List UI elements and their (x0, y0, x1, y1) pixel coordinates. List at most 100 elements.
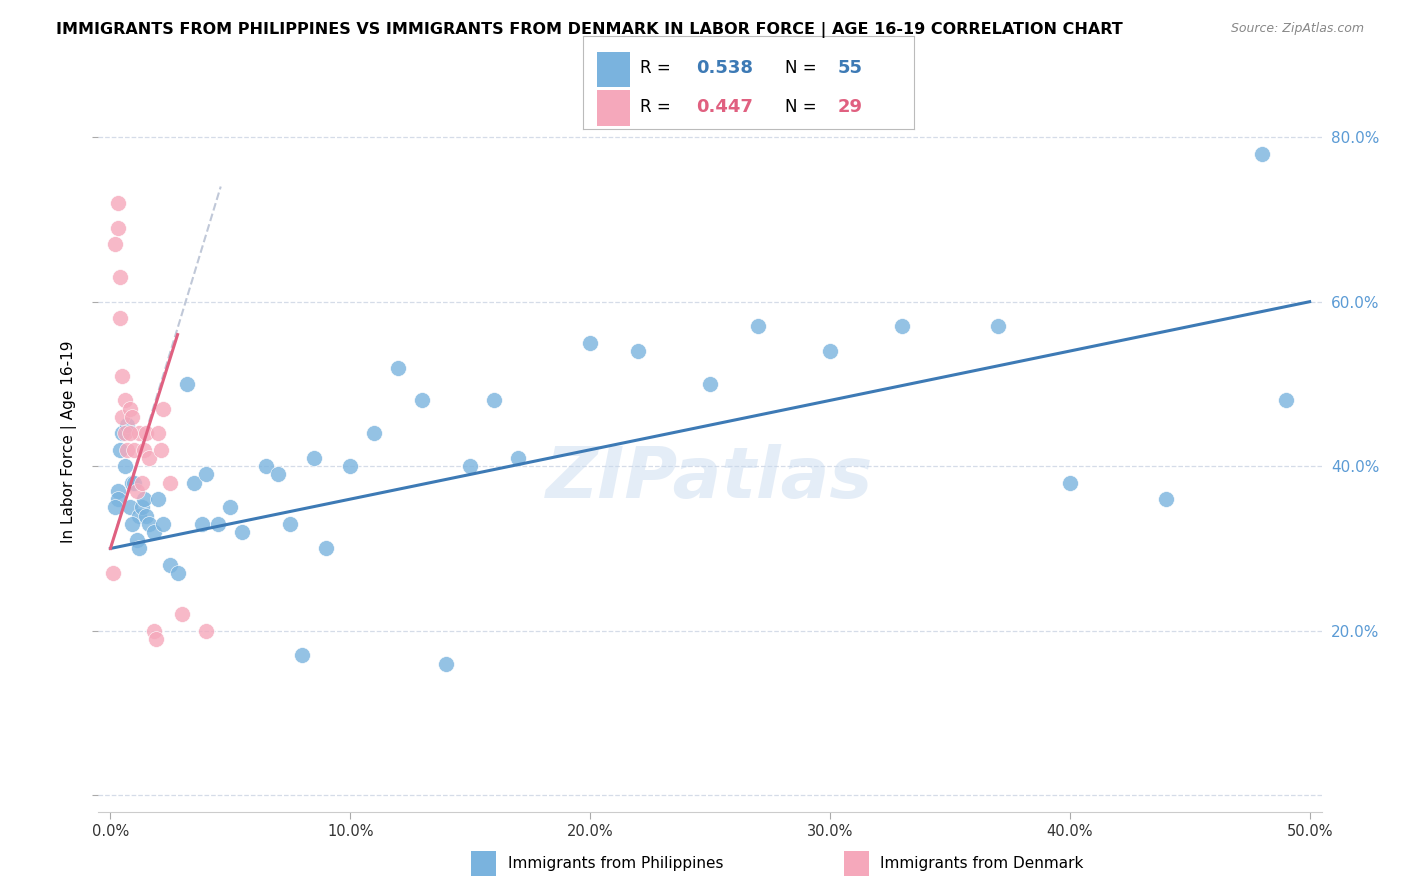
Text: 55: 55 (838, 60, 863, 78)
Point (107, 483, 129, 498)
Point (387, 360, 409, 375)
Point (111, 368, 134, 383)
Point (115, 442, 138, 457)
Point (159, 558, 181, 572)
Point (121, 516, 143, 531)
Point (142, 624, 165, 638)
Point (315, 541, 337, 556)
Point (108, 311, 131, 326)
Point (172, 607, 194, 622)
Point (107, 492, 129, 507)
Point (1154, 492, 1177, 507)
Point (627, 344, 650, 359)
Point (1274, 393, 1296, 408)
Point (142, 524, 165, 539)
Point (434, 657, 457, 671)
Point (124, 442, 146, 457)
Point (508, 450, 530, 465)
Point (291, 648, 314, 663)
Point (747, 319, 769, 334)
Point (138, 450, 160, 465)
Point (118, 500, 141, 515)
Text: R =: R = (640, 98, 676, 116)
Point (107, 196, 129, 211)
Point (135, 426, 157, 441)
Text: 0.447: 0.447 (696, 98, 752, 116)
Point (482, 393, 505, 408)
Point (149, 442, 172, 457)
Point (121, 409, 143, 424)
Point (111, 426, 134, 441)
Point (128, 508, 150, 523)
Point (132, 442, 155, 457)
Point (104, 500, 127, 515)
Bar (596, 90, 630, 126)
Text: R =: R = (640, 60, 676, 78)
Point (115, 418, 138, 433)
Point (159, 475, 181, 490)
Point (114, 393, 136, 408)
Point (148, 492, 170, 507)
Point (411, 393, 433, 408)
Point (128, 541, 150, 556)
Point (699, 376, 721, 391)
Point (114, 426, 136, 441)
Text: Immigrants from Denmark: Immigrants from Denmark (880, 856, 1084, 871)
Point (131, 475, 153, 490)
Point (339, 459, 361, 474)
Point (132, 492, 155, 507)
Point (125, 533, 148, 548)
Point (104, 237, 127, 252)
Bar (596, 52, 630, 87)
Point (135, 508, 157, 523)
Point (108, 270, 131, 285)
Point (1059, 475, 1081, 490)
Text: ZIPatlas: ZIPatlas (547, 444, 873, 513)
Point (579, 335, 602, 350)
Point (278, 516, 301, 531)
Text: N =: N = (785, 60, 823, 78)
Point (124, 475, 146, 490)
Point (114, 459, 136, 474)
Point (304, 450, 326, 465)
Point (207, 516, 229, 531)
Point (111, 409, 134, 424)
Point (131, 500, 153, 515)
Point (138, 516, 160, 531)
Point (363, 426, 385, 441)
Point (987, 319, 1010, 334)
Text: 29: 29 (838, 98, 863, 116)
Text: Immigrants from Philippines: Immigrants from Philippines (508, 856, 723, 871)
Point (148, 426, 170, 441)
Point (125, 483, 148, 498)
Point (121, 475, 143, 490)
Point (166, 566, 188, 581)
Text: 0.538: 0.538 (696, 60, 752, 78)
Y-axis label: In Labor Force | Age 16-19: In Labor Force | Age 16-19 (60, 340, 77, 543)
Text: N =: N = (785, 98, 823, 116)
Point (152, 401, 174, 416)
Point (108, 442, 131, 457)
Point (818, 344, 841, 359)
Point (1250, 146, 1272, 161)
Point (107, 220, 129, 235)
Point (176, 376, 198, 391)
Point (219, 500, 242, 515)
Point (231, 524, 253, 539)
Point (267, 467, 290, 482)
Point (254, 459, 277, 474)
Point (458, 459, 481, 474)
Text: IMMIGRANTS FROM PHILIPPINES VS IMMIGRANTS FROM DENMARK IN LABOR FORCE | AGE 16-1: IMMIGRANTS FROM PHILIPPINES VS IMMIGRANT… (56, 22, 1123, 38)
Point (183, 475, 205, 490)
Point (190, 516, 212, 531)
Text: Source: ZipAtlas.com: Source: ZipAtlas.com (1230, 22, 1364, 36)
Point (152, 516, 174, 531)
Point (195, 624, 218, 638)
Point (118, 426, 141, 441)
Point (890, 319, 912, 334)
Point (101, 566, 124, 581)
Point (145, 632, 167, 646)
Point (195, 467, 218, 482)
Point (128, 426, 150, 441)
Point (118, 401, 141, 416)
